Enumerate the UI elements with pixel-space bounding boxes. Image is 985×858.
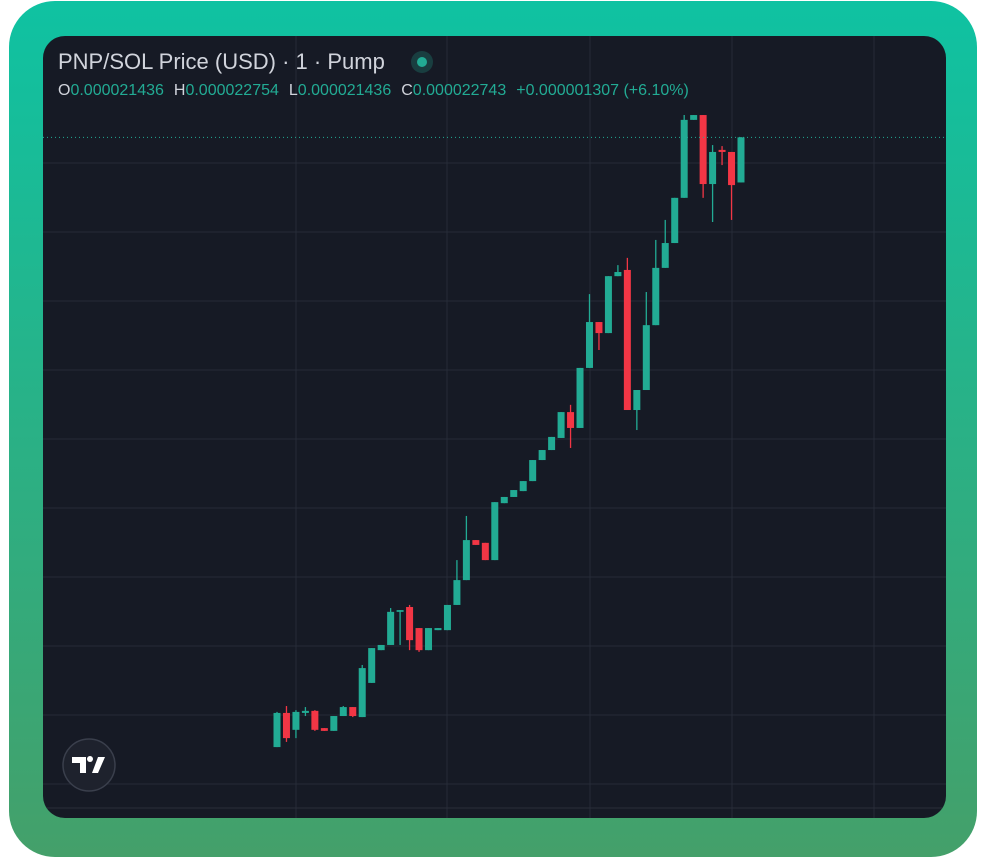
- candle-body: [481, 542, 489, 561]
- candle-body: [387, 611, 395, 645]
- candle-body: [292, 711, 300, 730]
- legend-item: H0.000022754: [174, 82, 279, 100]
- candle-body: [491, 502, 499, 561]
- candle-body: [595, 322, 603, 334]
- candle-body: [557, 412, 565, 438]
- candle-body: [585, 322, 593, 368]
- legend-value: 0.000022754: [185, 82, 279, 99]
- candle-body: [690, 115, 698, 120]
- title-row: PNP/SOL Price (USD) · 1 · Pump: [58, 46, 689, 78]
- candle-body: [680, 119, 688, 198]
- chart-panel: [43, 36, 946, 818]
- candle-body: [623, 269, 631, 411]
- candle-body: [396, 610, 404, 612]
- tradingview-logo: [62, 738, 116, 792]
- candle-body: [548, 436, 556, 451]
- candle-body: [453, 580, 461, 605]
- plot-area: [43, 36, 946, 818]
- candle-body: [320, 728, 328, 731]
- legend-value: 0.000021436: [297, 82, 392, 99]
- candle-body: [567, 412, 575, 428]
- candle-body: [614, 272, 622, 277]
- candle-body: [642, 325, 650, 391]
- ohlc-legend: O0.000021436 H0.000022754 L0.000021436 C0.0…: [58, 82, 689, 100]
- candle-body: [330, 716, 338, 731]
- candle-body: [282, 712, 290, 739]
- candle-body: [358, 668, 366, 718]
- candle-body: [368, 648, 376, 683]
- candle-body: [728, 151, 736, 186]
- candle-body: [462, 540, 470, 581]
- vertical-grid: [295, 36, 875, 818]
- candle-body: [604, 276, 612, 334]
- candle-body: [519, 481, 527, 492]
- candle-body: [273, 712, 281, 748]
- candle-body: [699, 115, 707, 185]
- legend-item: O0.000021436: [58, 82, 164, 100]
- candle-body: [311, 710, 319, 730]
- candle-body: [339, 707, 347, 717]
- candle-body: [671, 197, 679, 244]
- legend-label: C: [401, 82, 413, 99]
- candle-body: [737, 137, 745, 183]
- legend-label: H: [173, 82, 186, 99]
- candle-body: [652, 267, 660, 326]
- legend-label: L: [288, 82, 298, 99]
- legend-value: 0.000022743: [412, 82, 507, 99]
- legend-item: C0.000022743: [401, 82, 506, 100]
- candle-body: [377, 644, 385, 651]
- candle-body: [415, 628, 423, 651]
- legend-change: +0.000001307 (+6.10%): [516, 82, 689, 99]
- candle-body: [425, 628, 433, 651]
- candle-body: [510, 490, 518, 497]
- candle-body: [500, 496, 508, 504]
- candle-body: [349, 707, 357, 717]
- candle-body: [529, 460, 537, 482]
- candle-body: [709, 151, 717, 185]
- legend-item: L0.000021436: [289, 82, 391, 100]
- candle-body: [633, 390, 641, 411]
- legend-value: 0.000021436: [70, 82, 164, 99]
- candle-body: [472, 540, 480, 545]
- candle-body: [434, 628, 442, 631]
- candle-body: [538, 450, 546, 461]
- legend-label: O: [58, 82, 71, 99]
- candle-body: [661, 243, 669, 268]
- status-dot: [416, 57, 427, 67]
- candle-body: [576, 367, 584, 428]
- candle-body: [406, 607, 414, 641]
- candle-body: [718, 149, 726, 152]
- chart-title: PNP/SOL Price (USD) · 1 · Pump: [58, 49, 385, 74]
- chart-header: PNP/SOL Price (USD) · 1 · Pump O0.000021…: [58, 46, 689, 100]
- candle-body: [443, 604, 451, 631]
- candle-body: [301, 710, 309, 713]
